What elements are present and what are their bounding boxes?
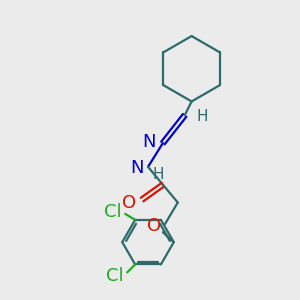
Text: H: H xyxy=(196,109,208,124)
Text: O: O xyxy=(122,194,136,211)
Text: H: H xyxy=(153,167,164,182)
Text: Cl: Cl xyxy=(103,203,121,221)
Text: Cl: Cl xyxy=(106,267,123,285)
Text: N: N xyxy=(142,133,156,151)
Text: N: N xyxy=(130,159,144,177)
Text: O: O xyxy=(147,217,161,235)
